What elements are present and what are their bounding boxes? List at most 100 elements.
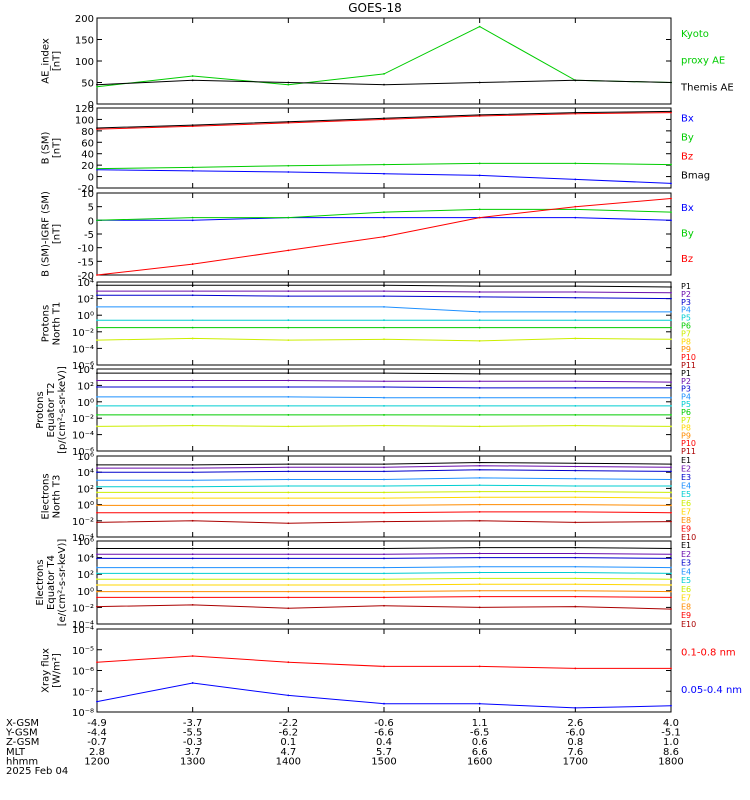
legend-p7: P7: [681, 416, 691, 425]
data-point: [96, 284, 98, 287]
data-point: [191, 263, 194, 265]
footer-value: 1700: [563, 756, 588, 767]
legend-e1: E1: [681, 456, 691, 465]
data-point: [670, 553, 672, 556]
data-point: [383, 504, 385, 507]
footer-value: -6.0: [566, 728, 586, 739]
y-tick-label: 10⁻⁴: [72, 533, 94, 544]
data-point: [191, 572, 194, 575]
y-tick-label: 10⁻⁵: [72, 646, 94, 657]
data-point: [287, 284, 290, 287]
data-point: [191, 319, 194, 322]
footer-value: -6.5: [470, 728, 490, 739]
data-point: [670, 338, 672, 341]
data-point: [287, 216, 290, 219]
series-bz: [96, 112, 672, 130]
footer-value: 1.0: [663, 737, 679, 748]
data-point: [478, 476, 481, 479]
data-point: [478, 556, 481, 559]
footer-value: 0.4: [376, 737, 392, 748]
y-axis-label: B (SM)-IGRF (SM): [41, 191, 52, 277]
data-point: [478, 665, 481, 668]
y-tick-label: 10²: [77, 381, 94, 392]
legend-0-05-0-4-nm: 0.05-0.4 nm: [681, 685, 742, 696]
data-point: [383, 578, 385, 581]
data-point: [383, 306, 385, 308]
data-point: [478, 496, 481, 499]
y-tick-label: 10⁻²: [72, 517, 94, 528]
data-point: [670, 497, 672, 500]
data-point: [478, 583, 481, 586]
data-point: [96, 414, 98, 416]
legend-bz: Bz: [681, 254, 693, 265]
data-point: [287, 572, 290, 575]
legend-by: By: [681, 229, 694, 240]
data-point: [670, 286, 672, 288]
legend-e6: E6: [681, 585, 691, 594]
data-point: [670, 163, 672, 166]
y-axis-label: [e/(cm²-s-sr-keV)]: [57, 539, 68, 627]
legend-p11: P11: [681, 447, 696, 456]
data-point: [574, 490, 577, 493]
data-point: [96, 566, 98, 569]
data-point: [287, 497, 290, 500]
data-point: [574, 595, 577, 598]
data-point: [574, 111, 577, 114]
y-axis-label: Xray flux: [41, 648, 52, 693]
footer-value: 1400: [276, 756, 301, 767]
data-point: [191, 511, 194, 514]
data-point: [383, 405, 385, 407]
data-point: [287, 491, 290, 494]
data-point: [670, 414, 672, 416]
data-point: [478, 340, 481, 342]
data-point: [478, 589, 481, 592]
footer-value: 4.7: [280, 747, 296, 758]
data-point: [287, 466, 290, 469]
data-point: [670, 547, 672, 550]
legend-e7: E7: [681, 507, 691, 516]
data-point: [383, 590, 385, 593]
data-point: [191, 284, 194, 287]
panel-ee: 10⁶ 10⁴ 10² 10⁰ 10⁻² 10⁻⁴ Electrons Equator T4[…: [35, 537, 696, 631]
y-tick-label: 10: [81, 189, 94, 200]
data-point: [670, 667, 672, 670]
y-tick-label: 10⁻²: [72, 328, 94, 339]
data-point: [96, 553, 98, 556]
data-point: [670, 319, 672, 322]
footer-value: 1500: [371, 756, 396, 767]
data-point: [478, 25, 481, 28]
data-point: [478, 291, 481, 293]
data-point: [670, 485, 672, 487]
data-point: [574, 373, 577, 375]
legend-p8: P8: [681, 337, 691, 346]
data-point: [287, 290, 290, 293]
data-point: [96, 405, 98, 407]
y-tick-label: 10⁴: [77, 468, 94, 479]
data-point: [574, 79, 577, 82]
y-tick-label: 120: [75, 104, 94, 115]
y-tick-label: 10⁶: [77, 452, 94, 463]
data-point: [478, 396, 481, 399]
data-point: [574, 178, 577, 181]
data-point: [670, 373, 672, 375]
data-point: [670, 291, 672, 294]
data-point: [191, 219, 194, 222]
data-point: [670, 608, 672, 610]
data-point: [96, 425, 98, 428]
y-tick-label: 0: [88, 173, 94, 184]
y-axis-label: [nT]: [52, 138, 63, 158]
data-point: [670, 297, 672, 300]
data-point: [574, 706, 577, 709]
data-point: [383, 470, 385, 473]
data-point: [191, 519, 194, 522]
footer-row-label: MLT: [6, 747, 26, 758]
data-point: [478, 490, 481, 493]
series-bx: [96, 169, 672, 184]
data-point: [287, 395, 290, 398]
data-point: [478, 386, 481, 389]
data-point: [383, 284, 385, 287]
data-point: [191, 584, 194, 586]
data-point: [191, 557, 194, 560]
data-point: [191, 216, 194, 219]
